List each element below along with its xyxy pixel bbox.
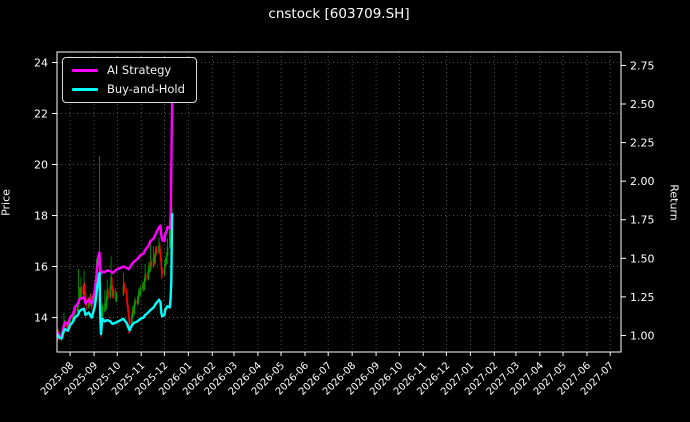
return-tick-label: 2.50: [630, 98, 655, 111]
candle-down: [128, 318, 131, 324]
candle-down: [111, 278, 113, 289]
return-tick-label: 2.75: [630, 59, 655, 72]
candle-up: [131, 315, 133, 324]
candle-up: [115, 294, 118, 300]
candle-up: [112, 290, 115, 296]
buy-and-hold-line: [56, 212, 174, 340]
x-axis-ticks: 2025-082025-092025-102025-112025-122026-…: [39, 352, 616, 398]
candle-up: [143, 280, 146, 290]
candle-up: [101, 306, 104, 317]
candle-down: [145, 275, 147, 280]
candle-up: [166, 247, 169, 256]
buy-and-hold-line-swatch: [72, 87, 98, 91]
candle-up: [93, 298, 95, 308]
candle-up: [133, 304, 136, 314]
price-tick-label: 14: [34, 312, 48, 325]
candle-down: [107, 290, 109, 298]
candle-up: [154, 253, 156, 263]
plot-border: [56, 51, 622, 353]
candle-down: [90, 302, 93, 308]
candle-up: [105, 298, 108, 309]
price-tick-label: 18: [34, 210, 48, 223]
candle-down: [125, 290, 128, 300]
return-tick-label: 1.00: [630, 329, 655, 342]
price-tick-label: 16: [34, 261, 48, 274]
candle-down: [159, 251, 162, 259]
candle-down: [74, 308, 77, 312]
candle-up: [137, 295, 139, 304]
chart-title: cnstock [603709.SH]: [268, 6, 410, 22]
return-tick-label: 2.00: [630, 175, 655, 188]
candle-up: [163, 267, 166, 275]
candle-up: [73, 312, 75, 318]
candle-up: [147, 271, 149, 280]
candle-up: [109, 286, 112, 298]
candle-down: [84, 284, 86, 294]
candle-down: [123, 284, 126, 291]
return-tick-label: 1.75: [630, 214, 655, 227]
candle-down: [128, 312, 130, 319]
candle-down: [126, 299, 129, 307]
return-tick-label: 2.25: [630, 137, 655, 150]
candle-down: [160, 258, 163, 270]
return-tick-label: 1.25: [630, 291, 655, 304]
candle-up: [165, 255, 168, 264]
candle-up: [80, 286, 82, 298]
price-axis-ticks: 14 16 18 20 22 24: [34, 56, 57, 325]
candle-down: [161, 269, 163, 275]
candle-down: [155, 248, 158, 253]
price-tick-label: 20: [34, 159, 48, 172]
candle-up: [139, 288, 142, 295]
candle-up: [77, 304, 79, 312]
price-tick-label: 24: [34, 56, 48, 69]
candle-up: [169, 230, 171, 248]
legend-entry-buy-and-hold: Buy-and-Hold: [72, 82, 185, 96]
candle-down: [84, 293, 87, 303]
candle-down: [127, 306, 129, 313]
candle-down: [90, 295, 92, 303]
ai-strategy-line: [56, 102, 174, 338]
legend-label: AI Strategy: [107, 63, 172, 77]
legend: AI Strategy Buy-and-Hold: [62, 57, 197, 103]
return-tick-label: 1.50: [630, 252, 655, 265]
ai-strategy-line-swatch: [72, 68, 98, 72]
price-tick-label: 22: [34, 107, 48, 120]
return-axis-ticks: 1.00 1.25 1.50 1.75 2.00 2.25 2.50 2.75: [621, 59, 655, 342]
legend-entry-ai-strategy: AI Strategy: [72, 63, 185, 77]
candle-down: [158, 244, 161, 252]
candle-up: [134, 299, 136, 305]
candle-down: [150, 261, 153, 267]
legend-label: Buy-and-Hold: [107, 82, 185, 96]
